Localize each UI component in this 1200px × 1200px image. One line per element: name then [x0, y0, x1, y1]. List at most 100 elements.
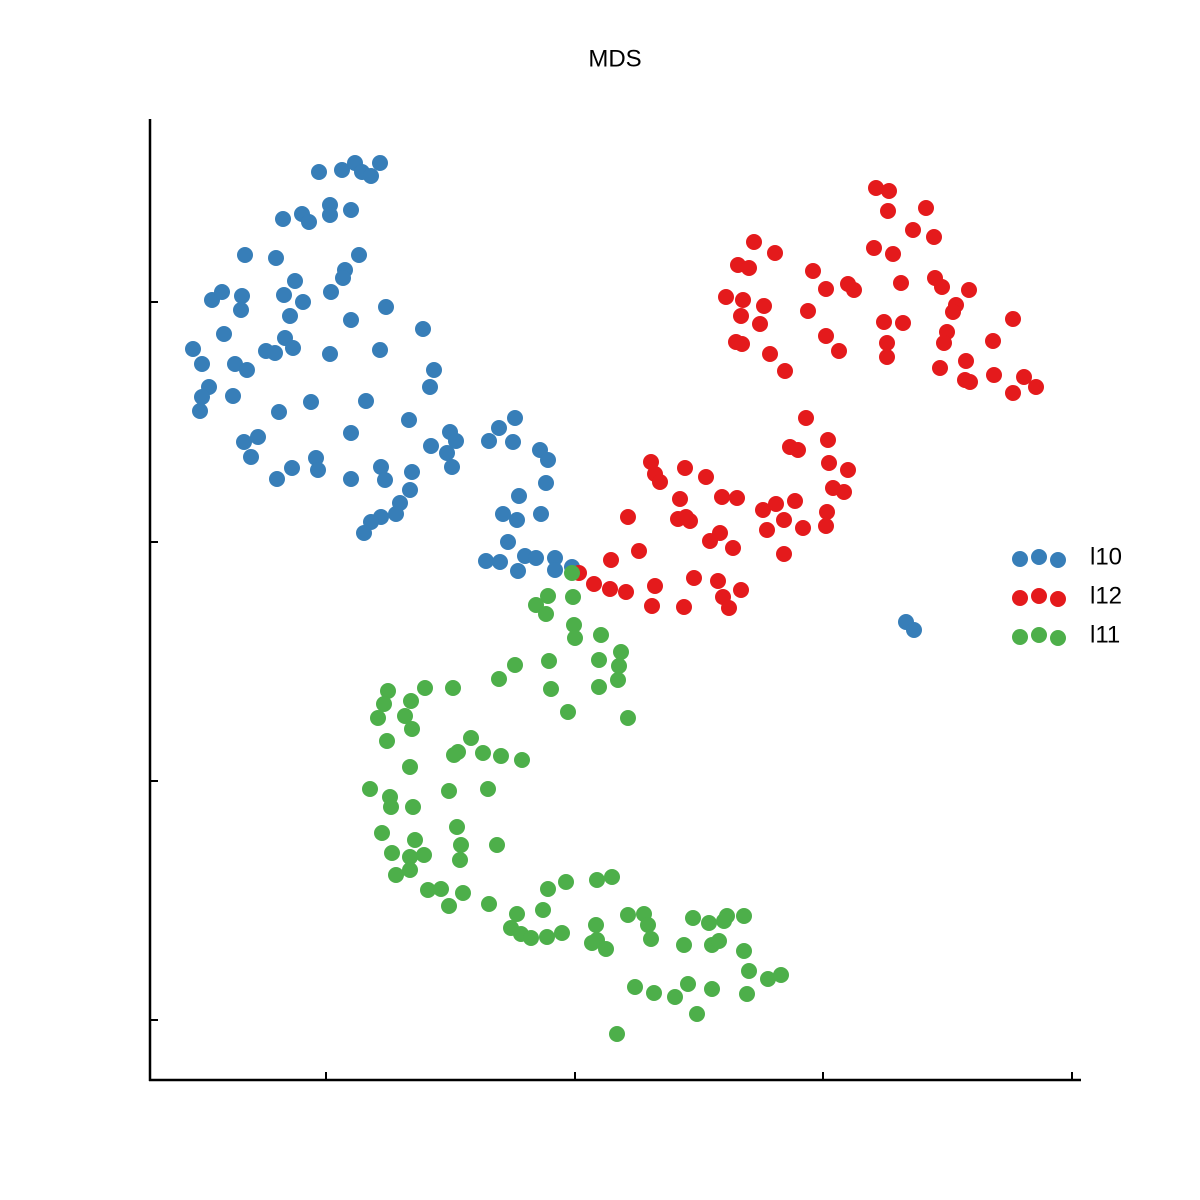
point — [610, 672, 626, 688]
point — [609, 1026, 625, 1042]
point — [493, 748, 509, 764]
point — [358, 393, 374, 409]
point — [415, 321, 431, 337]
point — [831, 343, 847, 359]
point — [335, 270, 351, 286]
point — [416, 847, 432, 863]
point — [866, 240, 882, 256]
point — [756, 298, 772, 314]
point — [433, 881, 449, 897]
point — [759, 522, 775, 538]
point — [547, 562, 563, 578]
point — [426, 362, 442, 378]
point — [800, 303, 816, 319]
point — [334, 162, 350, 178]
point — [735, 292, 751, 308]
point — [776, 546, 792, 562]
point — [798, 410, 814, 426]
point — [702, 533, 718, 549]
point — [397, 708, 413, 724]
point — [372, 155, 388, 171]
point — [448, 433, 464, 449]
point — [547, 550, 563, 566]
point — [540, 452, 556, 468]
point — [407, 832, 423, 848]
point — [445, 680, 461, 696]
point — [535, 902, 551, 918]
legend-marker — [1012, 551, 1028, 567]
point — [495, 506, 511, 522]
point — [805, 263, 821, 279]
point — [511, 488, 527, 504]
chart-title: MDS — [588, 45, 641, 72]
point — [363, 168, 379, 184]
point — [918, 200, 934, 216]
point — [475, 745, 491, 761]
point — [611, 658, 627, 674]
point — [644, 598, 660, 614]
point — [868, 180, 884, 196]
point — [404, 721, 420, 737]
legend-marker — [1012, 590, 1028, 606]
point — [540, 881, 556, 897]
point — [446, 747, 462, 763]
point — [478, 553, 494, 569]
point — [323, 284, 339, 300]
point — [492, 554, 508, 570]
point — [588, 917, 604, 933]
point — [584, 935, 600, 951]
point — [936, 335, 952, 351]
point — [237, 247, 253, 263]
point — [402, 862, 418, 878]
point — [905, 222, 921, 238]
legend-marker — [1050, 591, 1066, 607]
point — [489, 837, 505, 853]
point — [672, 491, 688, 507]
point — [540, 588, 556, 604]
point — [374, 825, 390, 841]
legend-marker — [1050, 552, 1066, 568]
point — [185, 341, 201, 357]
point — [565, 589, 581, 605]
point — [591, 679, 607, 695]
point — [603, 552, 619, 568]
point — [295, 294, 311, 310]
point — [343, 471, 359, 487]
point — [741, 963, 757, 979]
point — [343, 312, 359, 328]
legend-label: l11 — [1090, 621, 1120, 648]
point — [538, 475, 554, 491]
point — [388, 867, 404, 883]
point — [401, 412, 417, 428]
point — [721, 600, 737, 616]
point — [790, 442, 806, 458]
point — [481, 433, 497, 449]
point — [701, 915, 717, 931]
point — [528, 550, 544, 566]
point — [932, 360, 948, 376]
point — [762, 346, 778, 362]
point — [558, 874, 574, 890]
point — [541, 653, 557, 669]
point — [403, 693, 419, 709]
point — [819, 504, 835, 520]
point — [509, 512, 525, 528]
point — [271, 404, 287, 420]
point — [500, 534, 516, 550]
point — [227, 356, 243, 372]
point — [640, 917, 656, 933]
point — [404, 464, 420, 480]
point — [351, 247, 367, 263]
point — [514, 752, 530, 768]
point — [591, 652, 607, 668]
point — [945, 304, 961, 320]
point — [627, 979, 643, 995]
point — [214, 284, 230, 300]
point — [795, 520, 811, 536]
legend-label: l10 — [1090, 543, 1122, 570]
point — [598, 941, 614, 957]
point — [846, 282, 862, 298]
point — [383, 799, 399, 815]
point — [491, 420, 507, 436]
point — [301, 214, 317, 230]
